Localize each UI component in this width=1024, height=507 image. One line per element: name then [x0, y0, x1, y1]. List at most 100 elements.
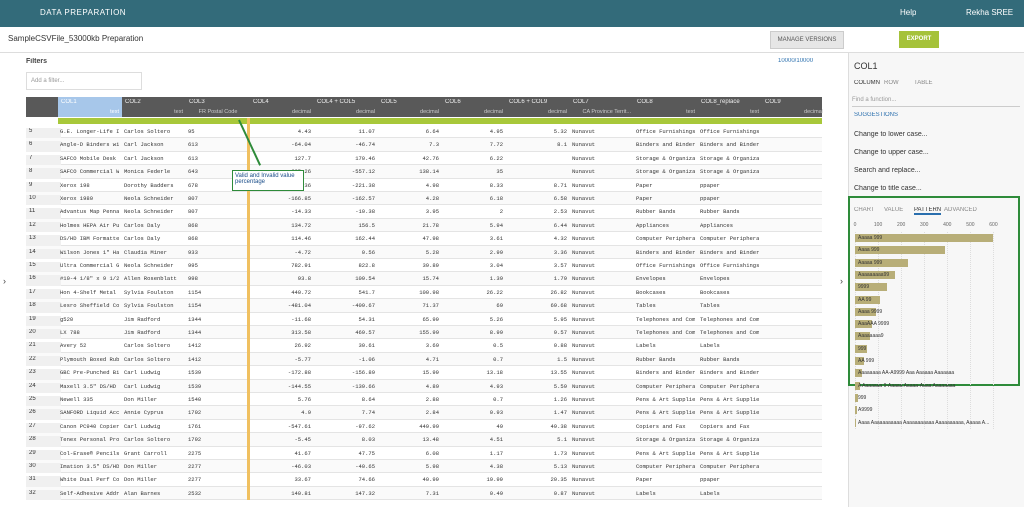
table-cell: 71.37: [422, 302, 439, 310]
filter-input[interactable]: Add a filter...: [26, 72, 142, 90]
bar: [855, 283, 888, 292]
table-cell: 1702: [188, 409, 202, 417]
panel-tab[interactable]: ROW: [884, 80, 899, 86]
column-name[interactable]: COL3: [189, 99, 205, 105]
table-cell: Claudia Miner: [124, 248, 167, 256]
table-cell: Rubber Bands: [636, 355, 676, 363]
table-cell: 20.35: [550, 476, 567, 484]
table-cell: Nunavut: [572, 382, 596, 390]
column-name[interactable]: COL6: [445, 99, 461, 105]
user-menu[interactable]: Rekha SREE: [966, 8, 1014, 17]
table-cell: 6.08: [425, 449, 439, 457]
column-name[interactable]: COL6 + COL9: [509, 99, 548, 105]
grid-line: [924, 232, 926, 429]
bar: [855, 332, 870, 341]
bar: [855, 381, 860, 390]
table-row: [26, 460, 822, 474]
chart-tab[interactable]: VALUE: [884, 207, 904, 213]
table-cell: 93.8: [297, 275, 311, 283]
table-cell: Labels: [700, 489, 720, 497]
column-name[interactable]: COL7: [573, 99, 589, 105]
table-cell: 6.18: [489, 195, 503, 202]
table-row: [26, 352, 822, 367]
row-number: 14: [26, 248, 61, 259]
function-search[interactable]: Find a function...: [852, 94, 1020, 107]
chart-tab[interactable]: ADVANCED: [944, 207, 977, 213]
table-cell: Labels: [636, 342, 656, 350]
column-name[interactable]: COL9: [765, 99, 781, 105]
column-name[interactable]: COL8_replace: [701, 99, 740, 105]
table-cell: Tables: [700, 302, 720, 310]
table-cell: -409.67: [351, 302, 375, 310]
table-cell: 0.5: [493, 342, 503, 350]
panel-tab[interactable]: TABLE: [914, 80, 933, 86]
table-cell: Appliances: [636, 221, 670, 229]
x-tick-label: 100: [873, 222, 883, 228]
table-cell: Carl Ludwig: [124, 382, 161, 390]
x-tick-label: 500: [966, 222, 975, 228]
prep-title: SampleCSVFile_53000kb Preparation: [8, 34, 144, 43]
table-cell: Computer Peripherals: [636, 382, 695, 390]
table-cell: LX 788: [60, 329, 80, 336]
table-cell: 2.53: [553, 208, 567, 216]
table-cell: 998: [188, 275, 198, 283]
table-row: [26, 272, 822, 286]
table-row: [26, 446, 822, 460]
table-cell: Rubber Bands: [700, 355, 740, 363]
suggestion[interactable]: Change to lower case...: [854, 131, 928, 138]
suggestion[interactable]: Change to upper case...: [854, 149, 929, 156]
table-row: [26, 125, 822, 139]
column-name[interactable]: COL1: [61, 99, 77, 105]
table-cell: 65.99: [422, 315, 439, 323]
table-cell: 69: [496, 302, 503, 310]
bar-label: Aaaaa 999: [858, 259, 883, 266]
table-cell: Computer Peripherals: [700, 463, 759, 470]
table-cell: Nunavut: [572, 154, 596, 162]
table-cell: Binders and Binder A: [700, 248, 759, 256]
table-cell: 140.81: [291, 489, 311, 497]
panel-tab[interactable]: COLUMN: [854, 80, 881, 86]
chart-tab[interactable]: PATTERN: [914, 207, 942, 215]
suggestion[interactable]: Change to title case...: [854, 185, 922, 192]
table-cell: Don Miller: [124, 476, 158, 484]
table-cell: G.E. Longer-Life Ind: [60, 128, 119, 135]
column-name[interactable]: COL5: [381, 99, 397, 105]
suggestion[interactable]: Search and replace...: [854, 167, 921, 174]
table-cell: Storage & Organizati: [700, 154, 759, 162]
table-cell: 1344: [188, 315, 202, 323]
table-row: [26, 259, 822, 273]
table-cell: 541.7: [358, 288, 375, 296]
table-cell: Telephones and Commu: [636, 315, 695, 323]
column-name[interactable]: COL4 + COL5: [317, 99, 356, 105]
column-name[interactable]: COL2: [125, 99, 141, 105]
chart-tab[interactable]: CHART: [854, 207, 875, 213]
table-cell: Carl Jackson: [124, 141, 164, 149]
table-cell: 5.76: [297, 396, 311, 403]
table-cell: 4.28: [425, 195, 439, 202]
table-cell: Xerox 1980: [60, 195, 94, 202]
row-number: 32: [26, 489, 61, 501]
export-button[interactable]: EXPORT: [899, 31, 939, 48]
table-cell: 5.1: [557, 436, 567, 444]
table-cell: 469.57: [355, 329, 375, 336]
table-cell: 39.89: [422, 262, 439, 269]
manage-versions[interactable]: MANAGE VERSIONS: [770, 31, 844, 49]
column-name[interactable]: COL8: [637, 99, 653, 105]
table-cell: Bookcases: [636, 288, 666, 296]
row-number: 8: [26, 168, 61, 179]
selected-column: [58, 97, 122, 117]
table-cell: DS/HD IBM Formatted: [60, 235, 119, 243]
table-cell: 13.18: [486, 369, 503, 377]
table-cell: 95: [188, 128, 195, 135]
help-button[interactable]: Help: [900, 8, 917, 17]
column-name[interactable]: COL4: [253, 99, 269, 105]
bar-label: 999: [858, 345, 867, 352]
table-cell: Nunavut: [572, 489, 596, 497]
table-cell: 7.31: [425, 489, 439, 497]
table-row: [26, 299, 822, 313]
table-cell: Nunavut: [572, 409, 596, 417]
table-cell: 8.03: [361, 436, 375, 444]
table-cell: Nunavut: [572, 315, 596, 323]
table-cell: Envelopes: [700, 275, 730, 283]
